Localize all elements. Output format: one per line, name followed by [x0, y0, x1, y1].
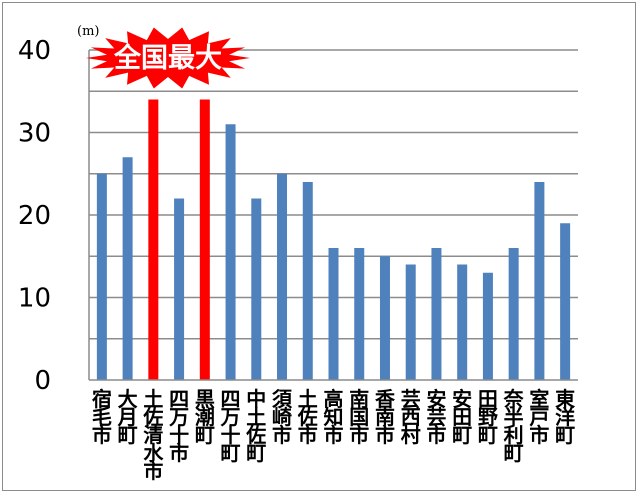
category-label: 須崎市 [272, 387, 293, 447]
category-label: 香南市 [375, 387, 396, 447]
bar [148, 99, 159, 380]
category-label: 安田町 [452, 387, 472, 447]
bar [225, 124, 236, 380]
y-tick-label: 40 [18, 36, 51, 66]
category-label: 田野町 [478, 387, 498, 447]
badge-label: 全国最大 [113, 42, 222, 74]
bar [199, 99, 210, 380]
category-label: 土佐市 [297, 387, 318, 447]
y-tick-label: 0 [34, 366, 51, 396]
category-label: 奈半利町 [503, 387, 525, 465]
category-label: 四万十市 [168, 387, 189, 465]
category-label: 室戸市 [529, 387, 549, 447]
unit-label: (m) [77, 24, 99, 39]
y-tick-label: 10 [18, 284, 51, 314]
category-label: 宿毛市 [92, 387, 112, 447]
bar [122, 157, 133, 380]
x-tick-labels: 宿毛市大月町土佐清水市四万十市黒潮町四万十町中土佐町須崎市土佐市高知市南国市香南… [92, 387, 575, 483]
category-label: 四万十町 [220, 387, 241, 465]
bar [508, 248, 519, 380]
bar [534, 182, 545, 380]
category-label: 高知市 [324, 387, 344, 447]
y-tick-labels: 0 10 20 30 40 [18, 36, 51, 396]
bar [560, 223, 571, 380]
bar [96, 173, 107, 380]
bar [457, 264, 468, 380]
bar [354, 248, 365, 380]
axes [88, 50, 578, 381]
national-max-badge: 全国最大 [86, 27, 250, 89]
chart-frame: 0 10 20 30 40 宿毛市 大月町 土佐清水市 四万十市 黒潮町 四万十町 中土佐町 須崎市土… [2, 2, 636, 491]
category-label: 安芸市 [426, 387, 446, 447]
bar-chart: 0 10 20 30 40 宿毛市大月町土佐清水市四万十市黒潮町四万十町中土佐町須崎市土… [18, 24, 578, 483]
bar [431, 248, 442, 380]
bar [379, 256, 390, 380]
bar [328, 248, 339, 380]
category-label: 中土佐町 [245, 387, 266, 465]
category-label: 大月町 [117, 387, 138, 447]
category-label: 黒潮町 [195, 387, 215, 447]
category-label: 芸西村 [401, 387, 421, 447]
category-label: 土佐清水市 [142, 387, 164, 483]
bar [174, 198, 185, 380]
y-tick-label: 30 [18, 119, 51, 149]
category-label: 東洋町 [555, 387, 575, 447]
bar [302, 182, 313, 380]
bar [277, 173, 288, 380]
starburst-shape [86, 27, 250, 89]
bar [405, 264, 416, 380]
category-label: 南国市 [349, 387, 369, 447]
bar [482, 272, 493, 380]
y-tick-label: 20 [18, 201, 51, 231]
bars [96, 99, 571, 380]
bar [251, 198, 262, 380]
